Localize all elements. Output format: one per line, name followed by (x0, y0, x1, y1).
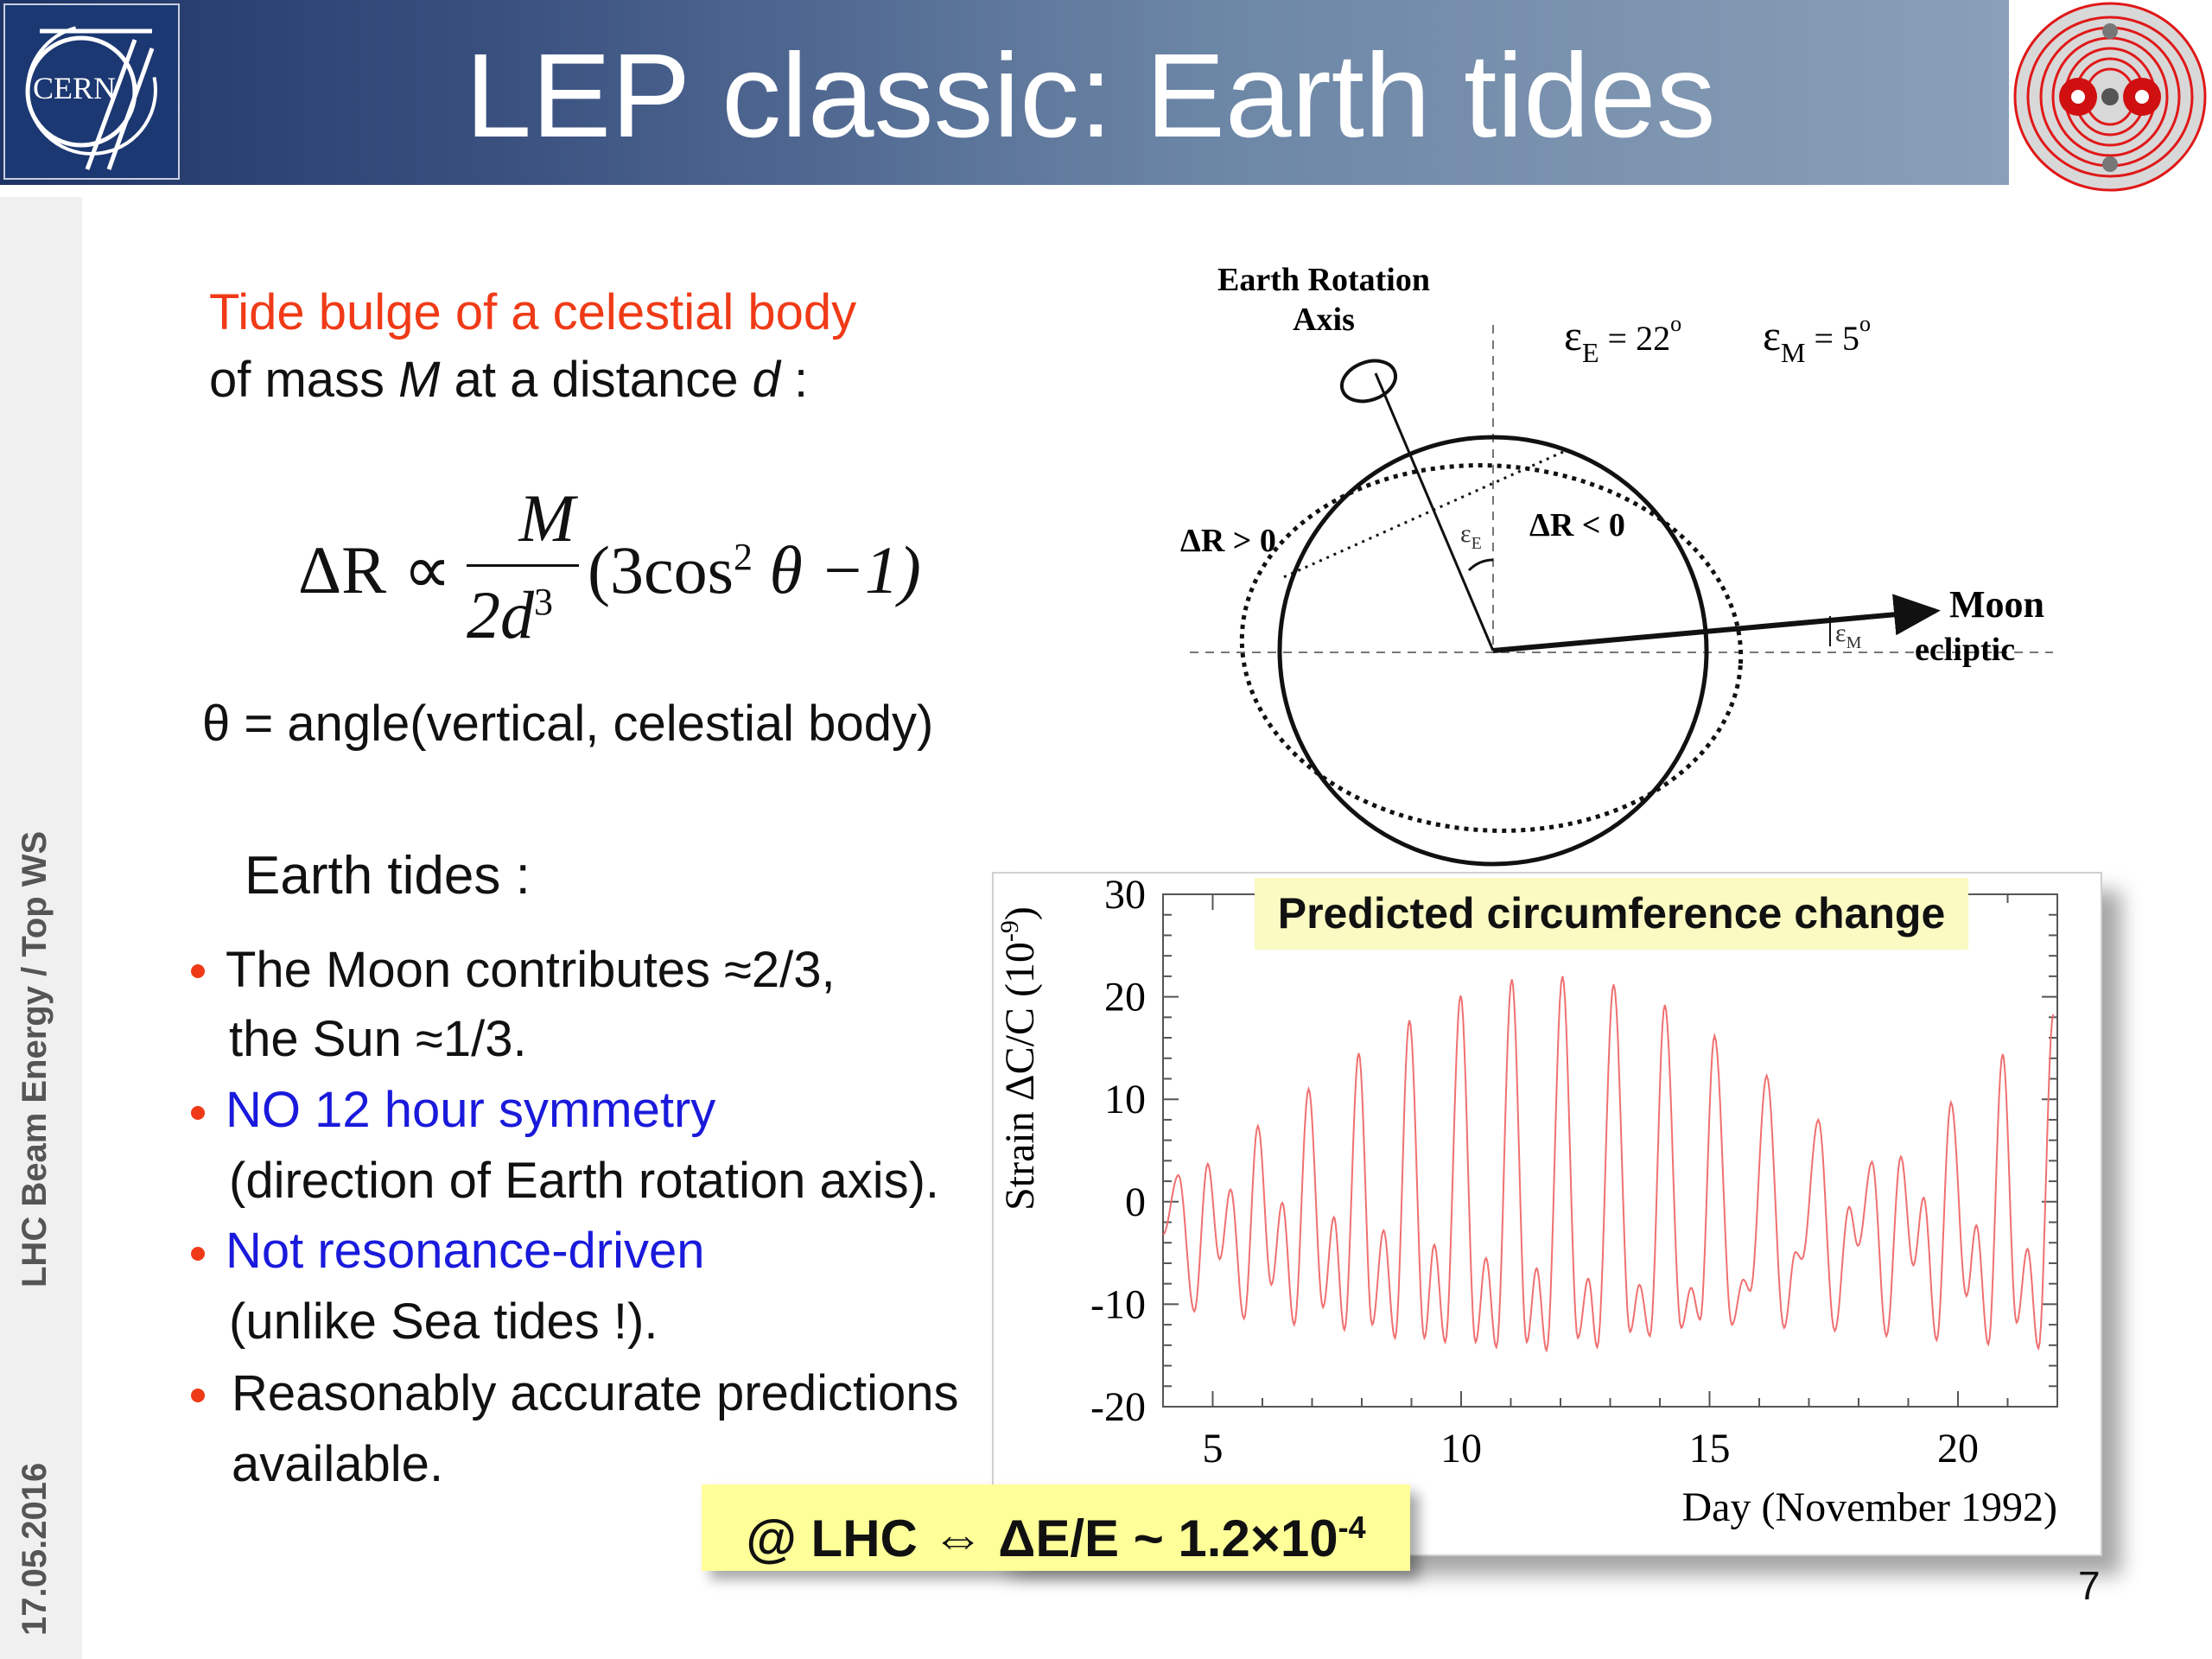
bullet-2-line2: (direction of Earth rotation axis). (229, 1153, 940, 1209)
x-axis-label: Day (November 1992) (1681, 1484, 2057, 1530)
theta-definition: θ = angle(vertical, celestial body) (202, 696, 934, 752)
rotation-arrow-icon (1340, 359, 1397, 404)
bullet-2-line1: NO 12 hour symmetry (226, 1082, 716, 1138)
formula-lhs: ΔR ∝ (298, 532, 452, 607)
bullet-icon (191, 1389, 205, 1402)
epsilon-e-value: εE = 22o (1564, 311, 1681, 368)
result-exponent: -4 (1338, 1510, 1366, 1545)
intro-text: at a distance (440, 352, 753, 408)
chart-panel (992, 872, 2102, 1556)
y-axis-label: Strain ΔC/C (10-9) (995, 906, 1043, 1211)
intro-heading: Tide bulge of a celestial body (209, 284, 857, 340)
fraction-bar (467, 564, 579, 567)
bullet-icon (191, 1247, 205, 1261)
title-bar (0, 0, 2009, 185)
page-title: LEP classic: Earth tides (465, 29, 1716, 162)
bullet-3-line1: Not resonance-driven (226, 1223, 705, 1279)
moon-direction-arrow (1492, 594, 1941, 653)
formula-factor: (3cos2 θ −1) (588, 532, 921, 607)
formula-numerator: M (518, 480, 575, 556)
axis-label: Axis (1293, 302, 1355, 338)
plot-frame (1162, 893, 2058, 1408)
y-tick-label: 30 (1104, 872, 1146, 918)
intro-text: : (779, 352, 809, 408)
mass-symbol: M (398, 352, 441, 408)
result-text: @ LHC ⇔ ΔE/E ~ 1.2×10 (746, 1510, 1338, 1567)
bullet-icon (191, 964, 205, 978)
delta-r-positive-label: ΔR > 0 (1180, 523, 1276, 559)
y-tick-label: 20 (1104, 975, 1146, 1020)
axis-label: Earth Rotation (1217, 262, 1430, 298)
lhc-field-logo (2009, 0, 2212, 197)
tide-formula: ΔR ∝ M 2d3 (3cos2 θ −1) (298, 480, 938, 652)
delta-r-negative-label: ΔR < 0 (1529, 507, 1625, 543)
page-number: 7 (2078, 1563, 2101, 1608)
intro-text: of mass (209, 352, 399, 408)
y-tick-label: -10 (1090, 1281, 1146, 1327)
intro-line: of mass M at a distance d : (209, 350, 808, 410)
x-tick-label: 15 (1689, 1426, 1731, 1471)
bullet-1-line2: the Sun ≈1/3. (229, 1011, 527, 1067)
epsilon-e-angle-label: εE (1460, 519, 1482, 553)
earth-outline (1277, 435, 1709, 867)
bullet-icon (191, 1106, 205, 1120)
bullet-4-line2: available. (232, 1436, 444, 1492)
footer-sidebar (0, 197, 82, 1659)
chart-title: Predicted circumference change (1255, 878, 1968, 950)
ecliptic-label: ecliptic (1915, 632, 2015, 668)
rotation-axis (1374, 372, 1495, 652)
y-tick-label: -20 (1090, 1384, 1146, 1430)
distance-symbol: d (752, 352, 780, 408)
series-line (1162, 976, 2055, 1353)
epsilon-e-arc (1467, 558, 1494, 572)
bullet-1-line1: The Moon contributes ≈2/3, (226, 942, 836, 998)
x-tick-label: 5 (1203, 1426, 1224, 1471)
tidal-bulge-outline (1239, 463, 1744, 833)
epsilon-m-angle-label: εM (1835, 619, 1862, 652)
x-tick-label: 10 (1440, 1426, 1482, 1471)
moon-label: Moon (1949, 583, 2044, 626)
radius-dotted-line (1279, 450, 1564, 581)
epsilon-m-value: εM = 5o (1763, 311, 1871, 368)
y-tick-label: 10 (1104, 1077, 1146, 1122)
earth-tides-heading: Earth tides : (245, 846, 531, 906)
bullet-4-line1: Reasonably accurate predictions (232, 1365, 959, 1421)
x-tick-label: 20 (1937, 1426, 1979, 1471)
formula-denominator: 2d3 (467, 577, 553, 652)
cern-logo-text: CERN (33, 71, 116, 105)
cern-logo: CERN (3, 3, 180, 180)
earth-tide-diagram: Earth Rotation Axis εE = 22o εM = 5o ΔR … (1180, 262, 2053, 867)
bullet-3-line2: (unlike Sea tides !). (229, 1294, 658, 1350)
y-tick-label: 0 (1125, 1179, 1146, 1225)
result-callout: @ LHC ⇔ ΔE/E ~ 1.2×10-4 (702, 1484, 1410, 1571)
